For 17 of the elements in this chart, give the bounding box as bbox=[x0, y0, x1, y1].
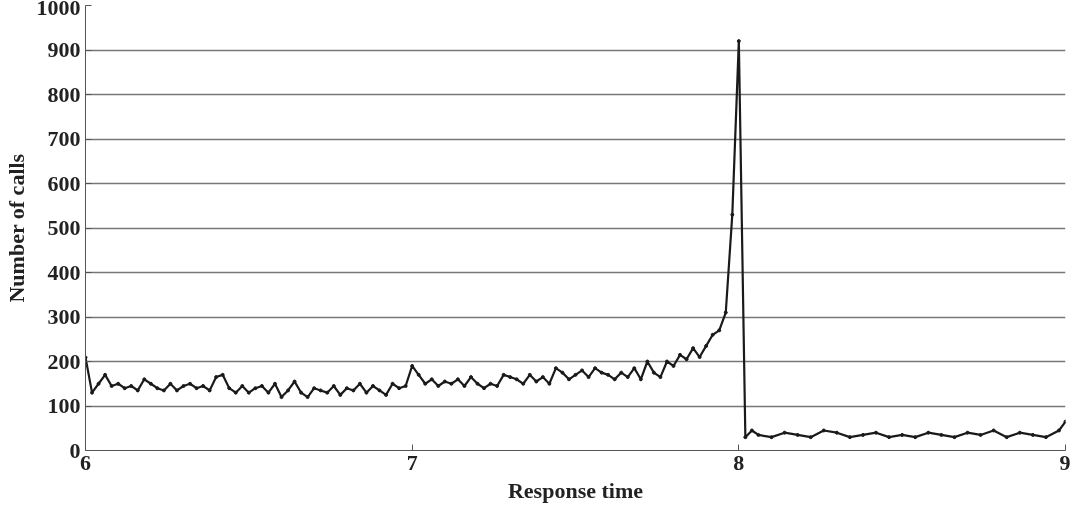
y-tick-label: 300 bbox=[47, 304, 81, 329]
y-tick-label: 0 bbox=[69, 437, 81, 463]
y-tick-label: 700 bbox=[47, 126, 81, 151]
x-tick-label: 9 bbox=[1059, 449, 1071, 475]
x-tick-label: 8 bbox=[733, 449, 745, 475]
y-tick-label: 800 bbox=[47, 81, 81, 107]
y-tick-label: 200 bbox=[47, 348, 81, 374]
x-tick-label: 6 bbox=[80, 449, 91, 475]
y-tick-label: 500 bbox=[47, 215, 81, 240]
y-tick-label: 900 bbox=[47, 37, 81, 62]
x-tick-label: 7 bbox=[406, 449, 418, 475]
y-axis-title: Number of calls bbox=[3, 153, 29, 303]
x-axis-title: Response time bbox=[507, 477, 644, 503]
y-tick-label: 1000 bbox=[36, 0, 81, 20]
y-tick-label: 600 bbox=[47, 170, 81, 196]
y-tick-label: 100 bbox=[47, 393, 81, 418]
y-tick-label: 400 bbox=[47, 259, 81, 285]
